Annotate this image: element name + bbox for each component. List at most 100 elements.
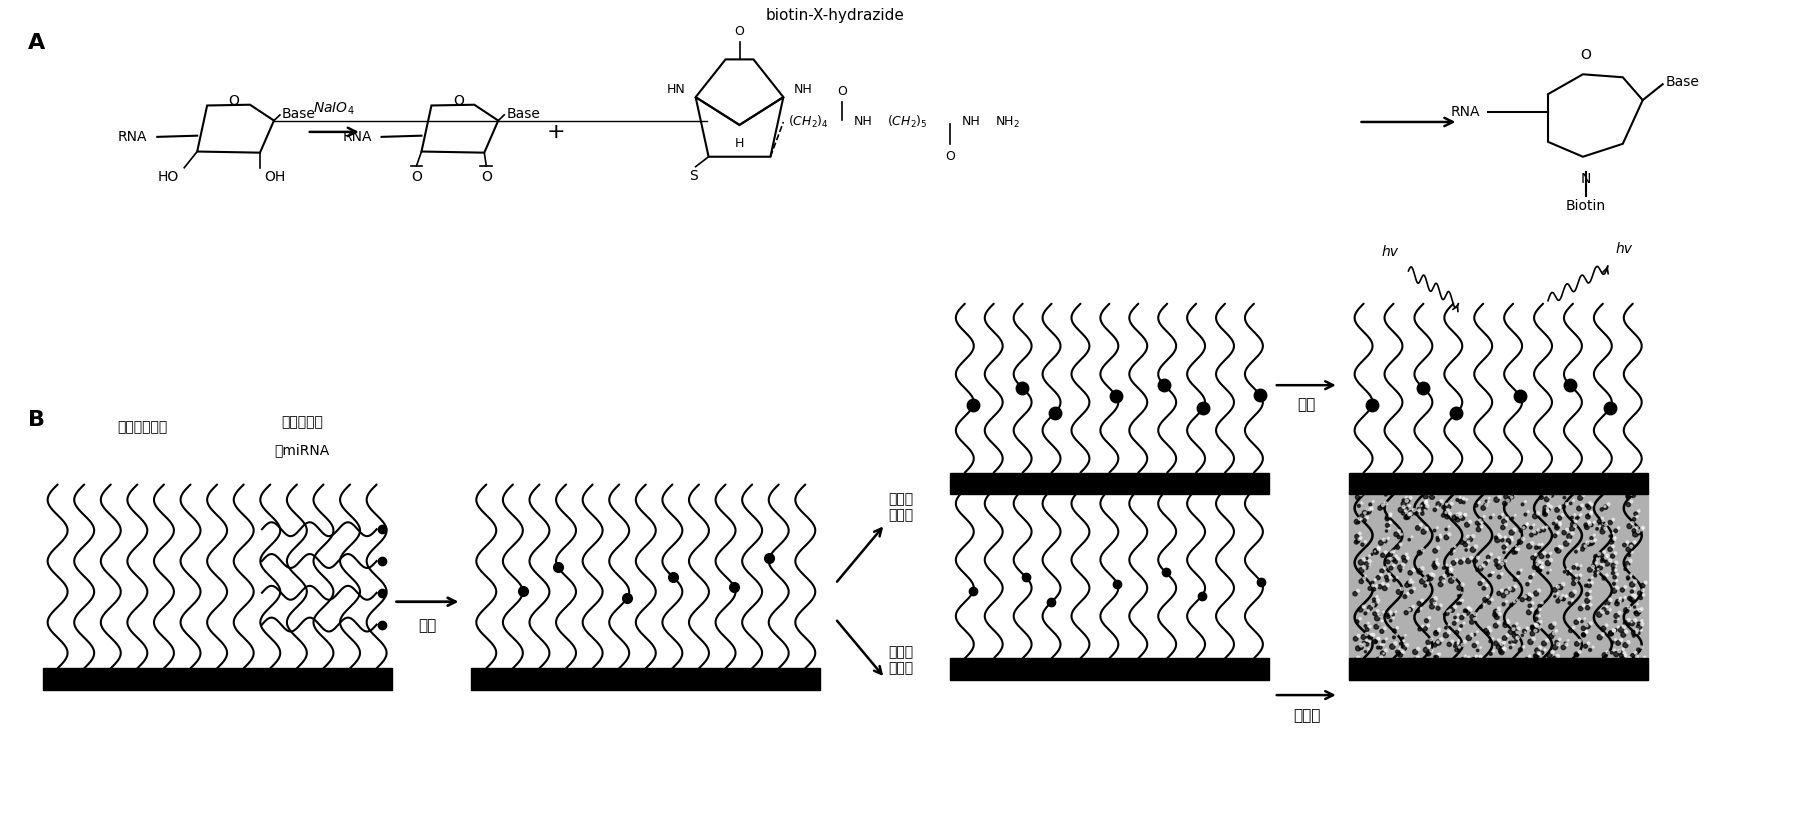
Point [1596, 516, 1625, 529]
Point [1617, 617, 1646, 630]
Point [1605, 612, 1634, 625]
Point [1383, 653, 1412, 667]
Point [1522, 649, 1550, 662]
Point [1384, 647, 1413, 660]
Point [1556, 662, 1585, 676]
Point [1449, 553, 1478, 566]
Point [1377, 606, 1406, 619]
Point [1599, 624, 1628, 637]
Point [1587, 665, 1615, 678]
Point [1523, 558, 1552, 571]
Point [1366, 536, 1395, 549]
Point [1466, 513, 1495, 526]
Point [1522, 612, 1550, 625]
Point [1552, 497, 1581, 511]
Point [1435, 618, 1464, 631]
Point [1541, 658, 1570, 672]
Point [1408, 594, 1437, 607]
Point [1502, 625, 1531, 638]
Point [1624, 620, 1653, 634]
Point [1596, 530, 1625, 543]
Point [1471, 593, 1500, 606]
Point [1628, 584, 1657, 597]
Point [1435, 604, 1464, 617]
Point [1556, 497, 1585, 510]
Point [1478, 593, 1507, 606]
Point [1379, 611, 1408, 625]
Point [1603, 636, 1632, 649]
Point [1615, 549, 1644, 562]
Point [1431, 507, 1460, 520]
Point [1531, 656, 1560, 669]
Point [1576, 574, 1605, 587]
Point [1399, 503, 1428, 516]
Point [1511, 662, 1540, 675]
Point [1435, 625, 1464, 639]
Point [1540, 590, 1569, 603]
Point [1579, 559, 1608, 573]
Point [1614, 559, 1643, 573]
Point [1563, 558, 1592, 571]
Point [1509, 521, 1538, 534]
Bar [1348, 492, 1648, 680]
Point [1606, 592, 1635, 605]
Point [1554, 634, 1583, 647]
Point [1476, 624, 1505, 637]
Point [1581, 568, 1610, 582]
Point [1370, 606, 1399, 619]
Point [1422, 625, 1451, 639]
Point [1543, 649, 1572, 662]
Point [1498, 623, 1527, 636]
Point [1592, 655, 1621, 668]
Point [1365, 571, 1393, 584]
Point [1574, 538, 1603, 551]
Point [1437, 547, 1466, 560]
Point [1518, 537, 1547, 550]
Point [1549, 589, 1578, 602]
Point [1578, 506, 1606, 519]
Point [1511, 495, 1540, 508]
Text: 生物素标记: 生物素标记 [282, 415, 323, 429]
Point [1545, 516, 1574, 530]
Point [1444, 513, 1473, 526]
Point [1357, 576, 1386, 589]
Point [1388, 582, 1417, 596]
Point [1597, 534, 1626, 547]
Point [1462, 499, 1491, 512]
Bar [949, 658, 1269, 680]
Point [1489, 515, 1518, 528]
Point [1540, 517, 1569, 530]
Point [1451, 533, 1480, 546]
Point [1451, 604, 1480, 617]
Point [1610, 591, 1639, 604]
Point [1466, 641, 1495, 654]
Text: H: H [735, 137, 744, 150]
Point [1518, 663, 1547, 676]
Point [1451, 507, 1480, 521]
Point [1556, 564, 1585, 578]
Point [1430, 654, 1458, 667]
Point [1624, 644, 1653, 657]
Point [1428, 658, 1457, 671]
Point [1363, 594, 1392, 607]
Point [1518, 603, 1547, 616]
Point [1543, 521, 1572, 535]
Point [1388, 507, 1417, 520]
Point [1350, 535, 1379, 549]
Point [1615, 652, 1644, 665]
Point [1455, 515, 1484, 528]
Point [1372, 535, 1401, 548]
Point [1621, 485, 1650, 498]
Point [1540, 617, 1569, 630]
Point [1424, 623, 1453, 636]
Point [1424, 558, 1453, 571]
Point [1518, 667, 1547, 680]
Point [1421, 592, 1449, 605]
Point [1576, 507, 1605, 521]
Point [1567, 615, 1596, 628]
Point [1523, 646, 1552, 659]
Point [1587, 561, 1615, 574]
Point [1431, 621, 1460, 634]
Point [1455, 540, 1484, 554]
Point [1379, 657, 1408, 670]
